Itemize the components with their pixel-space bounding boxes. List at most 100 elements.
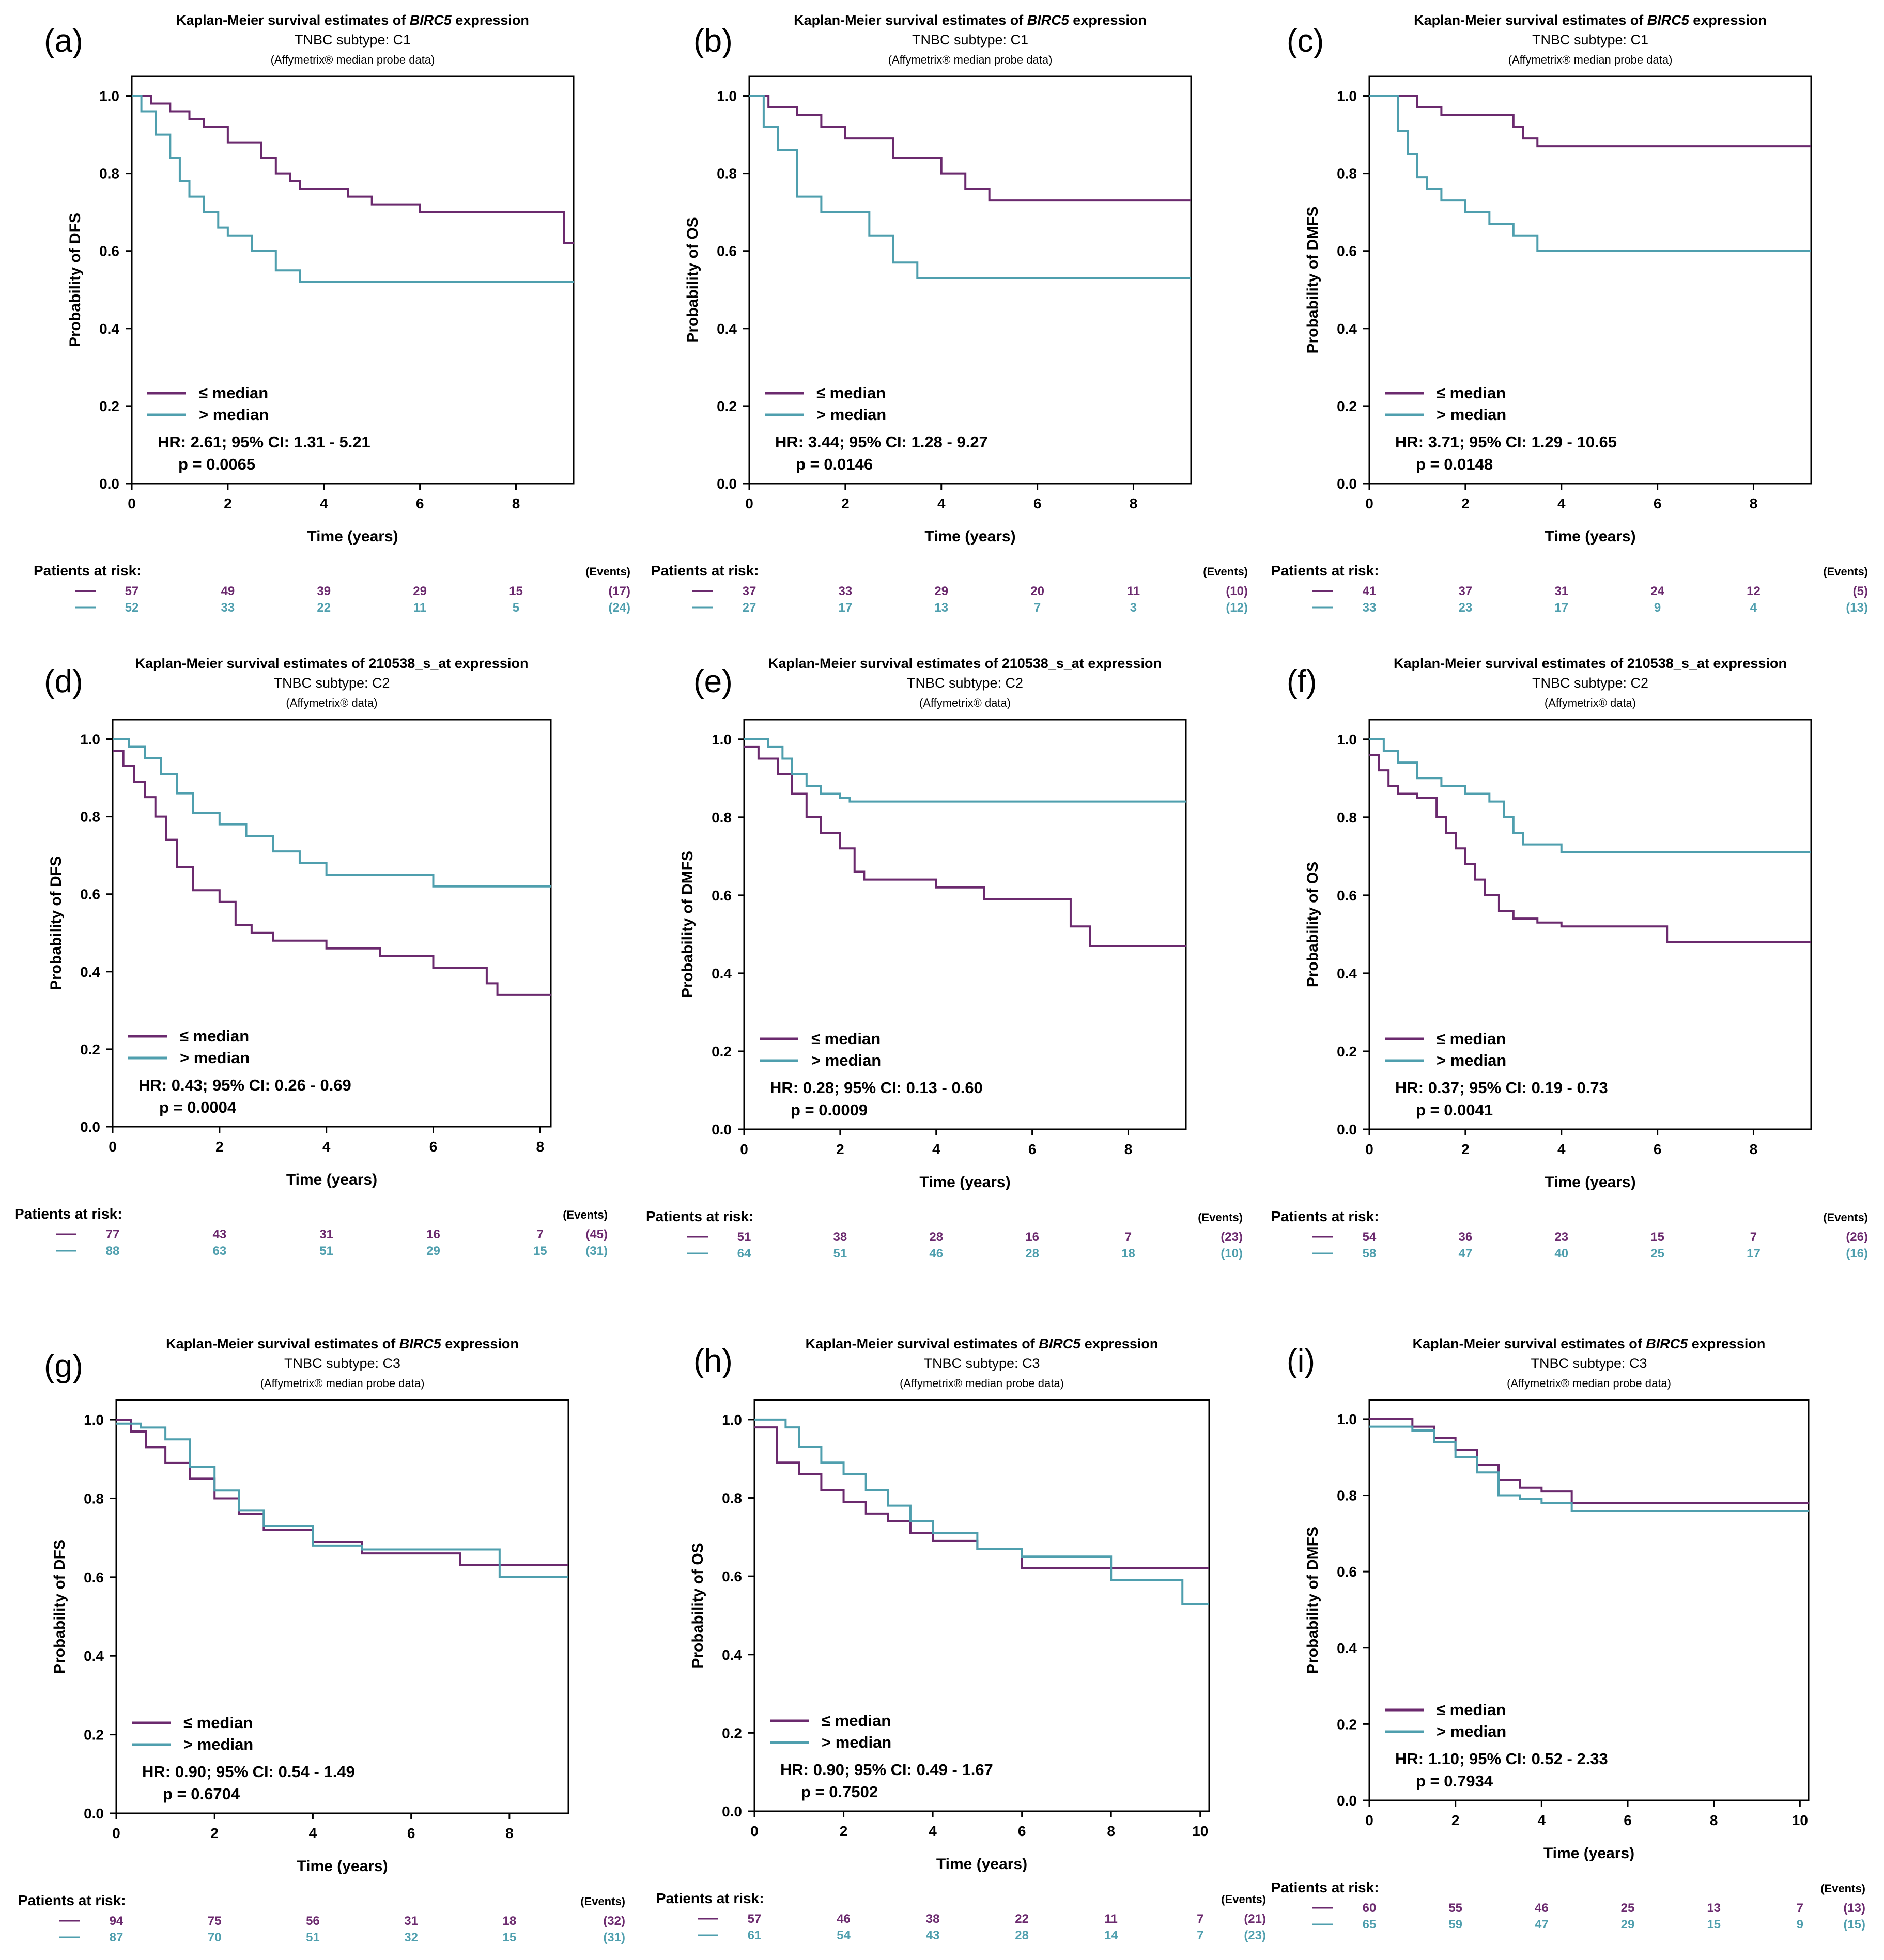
events-count: (16) <box>1846 1247 1868 1261</box>
x-tick-label: 4 <box>320 495 328 511</box>
legend-label: > median <box>183 1735 253 1753</box>
risk-count: 17 <box>839 601 853 615</box>
legend-label: > median <box>180 1049 250 1067</box>
plot-frame <box>131 75 575 485</box>
chart-title: Kaplan-Meier survival estimates of BIRC5… <box>176 12 529 28</box>
p-value: p = 0.0065 <box>178 455 255 473</box>
y-tick-label: 0.4 <box>80 964 100 980</box>
y-tick-label: 0.8 <box>712 810 732 826</box>
risk-count: 75 <box>208 1914 222 1928</box>
chart-subtitle: TNBC subtype: C3 <box>1531 1356 1647 1371</box>
events-count: (24) <box>608 601 630 615</box>
plot-frame <box>115 1399 569 1814</box>
events-header: (Events) <box>1221 1893 1266 1906</box>
risk-count: 15 <box>509 584 523 598</box>
x-tick-label: 6 <box>429 1139 438 1155</box>
probe-note: (Affymetrix® data) <box>1545 696 1636 709</box>
legend-label: ≤ median <box>1437 1701 1506 1719</box>
x-tick-label: 2 <box>215 1139 224 1155</box>
x-tick-label: 0 <box>109 1139 117 1155</box>
y-tick-label: 0.8 <box>1337 810 1357 826</box>
x-axis-label: Time (years) <box>1543 1845 1634 1862</box>
x-tick-label: 0 <box>112 1825 120 1841</box>
probe-note: (Affymetrix® median probe data) <box>900 1377 1064 1390</box>
risk-count: 54 <box>837 1928 851 1942</box>
x-tick-label: 6 <box>416 495 424 511</box>
risk-count: 11 <box>413 601 426 615</box>
x-tick-label: 2 <box>1461 1141 1470 1157</box>
risk-count: 18 <box>503 1914 517 1928</box>
survival-curve-low <box>113 750 551 996</box>
x-tick-label: 2 <box>840 1823 848 1839</box>
hazard-ratio: HR: 0.90; 95% CI: 0.49 - 1.67 <box>780 1761 993 1779</box>
plot-frame <box>1368 1399 1810 1801</box>
risk-count: 15 <box>1707 1918 1721 1932</box>
legend-label: > median <box>1437 406 1506 424</box>
y-tick-label: 0.4 <box>1337 1640 1357 1656</box>
hazard-ratio: HR: 0.90; 95% CI: 0.54 - 1.49 <box>142 1763 355 1781</box>
risk-count: 16 <box>426 1227 440 1241</box>
x-tick-label: 6 <box>1028 1141 1037 1157</box>
events-count: (5) <box>1853 584 1868 598</box>
risk-count: 25 <box>1621 1901 1635 1915</box>
risk-count: 28 <box>929 1230 943 1244</box>
plot-frame <box>743 719 1187 1130</box>
risk-count: 7 <box>1034 601 1041 615</box>
risk-count: 33 <box>1363 601 1377 615</box>
events-count: (15) <box>1843 1918 1865 1932</box>
plot-frame <box>1368 75 1812 485</box>
survival-curve-high <box>132 95 574 283</box>
probe-note: (Affymetrix® median probe data) <box>260 1377 425 1390</box>
y-tick-label: 0.8 <box>99 166 119 182</box>
x-tick-label: 2 <box>841 495 850 511</box>
x-axis-label: Time (years) <box>1545 528 1635 545</box>
risk-count: 13 <box>1707 1901 1721 1915</box>
p-value: p = 0.7934 <box>1416 1772 1493 1790</box>
p-value: p = 0.0146 <box>796 455 873 473</box>
risk-count: 17 <box>1747 1247 1761 1261</box>
survival-curve-high <box>1369 95 1811 252</box>
survival-curve-high <box>749 95 1191 279</box>
survival-curve-low <box>116 1419 568 1566</box>
risk-count: 24 <box>1650 584 1664 598</box>
hazard-ratio: HR: 0.28; 95% CI: 0.13 - 0.60 <box>770 1079 983 1097</box>
risk-table-title: Patients at risk: <box>651 563 759 579</box>
chart-title: Kaplan-Meier survival estimates of BIRC5… <box>1414 12 1767 28</box>
hazard-ratio: HR: 2.61; 95% CI: 1.31 - 5.21 <box>158 433 370 451</box>
x-tick-label: 2 <box>224 495 232 511</box>
survival-curve-low <box>132 95 574 244</box>
x-tick-label: 2 <box>210 1825 219 1841</box>
y-axis-label: Probability of DMFS <box>1304 207 1321 354</box>
y-axis-label: Probability of DFS <box>67 213 84 347</box>
risk-count: 43 <box>212 1227 226 1241</box>
risk-count: 33 <box>839 584 853 598</box>
x-tick-label: 4 <box>929 1823 937 1839</box>
x-axis-label: Time (years) <box>924 528 1015 545</box>
y-tick-label: 0.8 <box>1337 1488 1357 1504</box>
x-tick-label: 4 <box>932 1141 940 1157</box>
risk-count: 20 <box>1030 584 1044 598</box>
legend-label: ≤ median <box>180 1027 249 1045</box>
risk-count: 17 <box>1554 601 1568 615</box>
x-tick-label: 4 <box>1557 1141 1566 1157</box>
survival-curve-low <box>1369 95 1811 148</box>
y-tick-label: 0.2 <box>717 398 737 414</box>
panel-label: (g) <box>44 1348 83 1384</box>
risk-count: 31 <box>319 1227 333 1241</box>
risk-count: 51 <box>833 1247 847 1261</box>
events-count: (21) <box>1244 1912 1266 1926</box>
x-tick-label: 0 <box>1365 495 1373 511</box>
risk-count: 9 <box>1797 1918 1803 1932</box>
risk-count: 7 <box>1750 1230 1757 1244</box>
x-tick-label: 8 <box>1124 1141 1133 1157</box>
x-tick-label: 0 <box>1365 1141 1373 1157</box>
risk-count: 54 <box>1363 1230 1377 1244</box>
events-count: (13) <box>1843 1901 1865 1915</box>
risk-count: 7 <box>537 1227 544 1241</box>
y-tick-label: 1.0 <box>1337 88 1357 104</box>
risk-count: 4 <box>1750 601 1757 615</box>
y-tick-label: 1.0 <box>1337 1411 1357 1427</box>
y-tick-label: 0.0 <box>1337 1122 1357 1138</box>
x-tick-label: 4 <box>937 495 946 511</box>
risk-count: 51 <box>306 1931 320 1945</box>
